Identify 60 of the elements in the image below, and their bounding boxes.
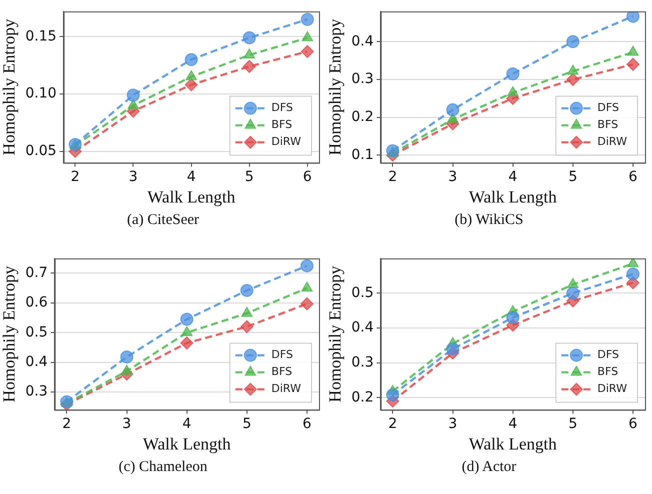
x-tick-label: 5 [244, 168, 254, 185]
y-axis-title: Homophily Entropy [0, 18, 19, 156]
y-tick-label: 0.5 [25, 324, 48, 340]
x-tick-label: 6 [302, 416, 312, 432]
y-tick-label: 0.10 [25, 86, 57, 102]
legend-label: BFS [597, 118, 618, 132]
x-tick-label: 6 [302, 168, 312, 185]
y-tick-label: 0.4 [351, 33, 374, 50]
y-tick-label: 0.3 [25, 384, 48, 400]
x-tick-label: 3 [448, 416, 458, 432]
legend-label: DFS [271, 348, 294, 362]
x-axis-title: Walk Length [147, 187, 236, 206]
y-tick-label: 0.2 [351, 389, 374, 406]
y-tick-label: 0.5 [351, 284, 374, 301]
y-tick-label: 0.7 [25, 264, 48, 281]
legend-label: DFS [271, 101, 294, 114]
x-axis-title: Walk Length [468, 187, 558, 206]
legend-label: BFS [271, 365, 292, 378]
x-tick-label: 4 [182, 416, 192, 432]
x-tick-label: 6 [628, 168, 638, 185]
text: (d) Actor [460, 459, 518, 476]
y-tick-label: 0.3 [351, 71, 374, 88]
x-tick-label: 5 [568, 168, 578, 185]
y-tick-label: 0.3 [351, 354, 374, 370]
x-tick-label: 2 [388, 416, 398, 432]
legend-label: DiRW [271, 382, 302, 396]
x-axis-title: Walk Length [142, 434, 232, 454]
y-tick-label: 0.1 [351, 146, 374, 163]
y-tick-label: 0.05 [25, 142, 57, 159]
x-tick-label: 3 [122, 416, 132, 432]
legend-label: BFS [597, 365, 618, 378]
x-tick-label: 5 [242, 416, 252, 432]
legend-label: DFS [597, 101, 620, 114]
legend-label: DiRW [597, 135, 628, 148]
text: (b) WikiCS [454, 212, 524, 229]
x-tick-label: 3 [128, 168, 138, 185]
y-tick-label: 0.6 [25, 294, 48, 311]
x-tick-label: 6 [628, 416, 638, 432]
y-axis-title: Homophily Entropy [326, 265, 345, 402]
text: (c) Chameleon [118, 459, 208, 476]
y-tick-label: 0.4 [25, 354, 48, 370]
y-tick-label: 0.15 [25, 28, 57, 44]
legend-label: DiRW [597, 382, 628, 396]
x-tick-label: 4 [186, 168, 196, 185]
x-tick-label: 2 [62, 416, 72, 432]
y-tick-label: 0.4 [351, 320, 374, 336]
text: (a) CiteSeer [126, 212, 200, 229]
x-tick-label: 4 [508, 168, 518, 185]
legend-label: DiRW [271, 135, 302, 148]
y-tick-label: 0.2 [351, 109, 374, 126]
x-tick-label: 5 [568, 416, 578, 432]
y-axis-title: Homophily Entropy [326, 18, 345, 156]
x-axis-title: Walk Length [468, 434, 558, 454]
legend-label: BFS [271, 118, 292, 132]
legend-label: DFS [597, 348, 620, 362]
x-tick-label: 2 [70, 168, 80, 185]
x-tick-label: 3 [448, 168, 458, 185]
x-tick-label: 2 [388, 168, 398, 185]
x-tick-label: 4 [508, 416, 518, 432]
y-axis-title: Homophily Entropy [0, 265, 19, 402]
